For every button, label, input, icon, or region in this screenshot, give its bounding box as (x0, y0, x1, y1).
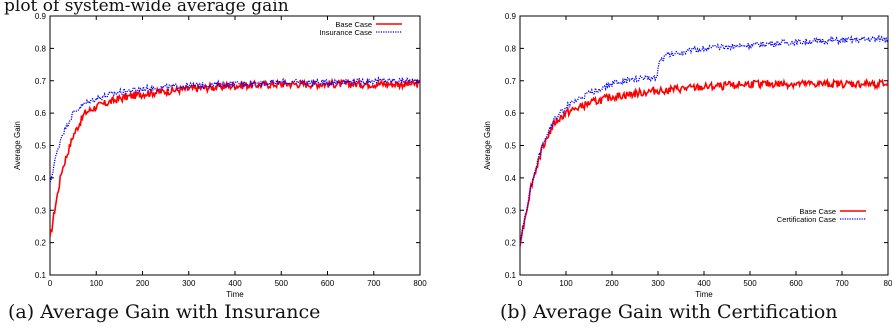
series-line-base-case (50, 77, 420, 237)
y-tick-label: 0.8 (505, 44, 517, 53)
chart-panel-insurance: 0.1 0.2 0.3 0.4 0.5 0.6 0.7 0.8 0.9 0 100 200 300 400… (13, 12, 427, 299)
x-axis-label: Time (695, 290, 713, 299)
legend-label: Base Case (799, 207, 836, 216)
legend-label: Base Case (335, 20, 372, 29)
y-tick-label: 0.4 (35, 174, 47, 183)
series-line-certification-case (520, 34, 888, 246)
chart-panel-certification: 0.1 0.2 0.3 0.4 0.5 0.6 0.7 0.8 0.9 0 100 200 300 400… (483, 12, 892, 299)
y-tick-label: 0.3 (505, 206, 517, 215)
y-axis-label: Average Gain (13, 121, 22, 170)
x-tick-label: 300 (182, 279, 196, 288)
y-tick-label: 0.1 (505, 271, 517, 280)
y-tick-label: 0.7 (35, 77, 47, 86)
y-tick-label: 0.5 (505, 142, 517, 151)
y-tick-label: 0.2 (35, 239, 47, 248)
y-tick-label: 0.1 (35, 271, 47, 280)
y-tick-label: 0.5 (35, 142, 47, 151)
x-tick-label: 200 (136, 279, 150, 288)
y-tick-label: 0.6 (505, 109, 517, 118)
x-tick-label: 400 (697, 279, 711, 288)
x-tick-label: 80 (884, 279, 892, 288)
plot-frame (49, 15, 421, 276)
x-tick-label: 600 (789, 279, 803, 288)
x-tick-label: 500 (275, 279, 289, 288)
caption-tag: (b) (500, 301, 527, 323)
legend-label: Certification Case (777, 215, 836, 224)
x-tick-label: 600 (321, 279, 335, 288)
y-tick-label: 0.7 (505, 77, 517, 86)
plot-frame (519, 15, 889, 276)
y-tick-label: 0.3 (35, 206, 47, 215)
x-tick-label: 0 (48, 279, 53, 288)
legend-label: Insurance Case (319, 28, 372, 37)
y-tick-label: 0.9 (505, 12, 517, 21)
x-tick-label: 500 (743, 279, 757, 288)
caption-text: Average Gain with Insurance (40, 301, 321, 323)
y-tick-label: 0.8 (35, 44, 47, 53)
y-tick-label: 0.9 (35, 12, 47, 21)
x-tick-label: 700 (367, 279, 381, 288)
figure-caption-b: (b) Average Gain with Certification (500, 301, 838, 331)
caption-tag: (a) (8, 301, 35, 323)
y-tick-label: 0.2 (505, 239, 517, 248)
y-tick-label: 0.6 (35, 109, 47, 118)
y-axis-label: Average Gain (483, 121, 492, 170)
x-tick-label: 300 (651, 279, 665, 288)
x-tick-label: 100 (559, 279, 573, 288)
x-tick-label: 0 (518, 279, 523, 288)
x-tick-label: 200 (605, 279, 619, 288)
y-tick-label: 0.4 (505, 174, 517, 183)
x-tick-label: 700 (835, 279, 849, 288)
x-axis-label: Time (226, 290, 244, 299)
figure-caption-a: (a) Average Gain with Insurance (8, 301, 320, 331)
x-tick-label: 800 (413, 279, 427, 288)
caption-text: Average Gain with Certification (533, 301, 838, 323)
header-text: plot of system-wide average gain (4, 0, 289, 16)
x-tick-label: 100 (90, 279, 104, 288)
series-line-base-case (520, 77, 888, 247)
series-line-insurance-case (50, 76, 420, 183)
x-tick-label: 400 (228, 279, 242, 288)
